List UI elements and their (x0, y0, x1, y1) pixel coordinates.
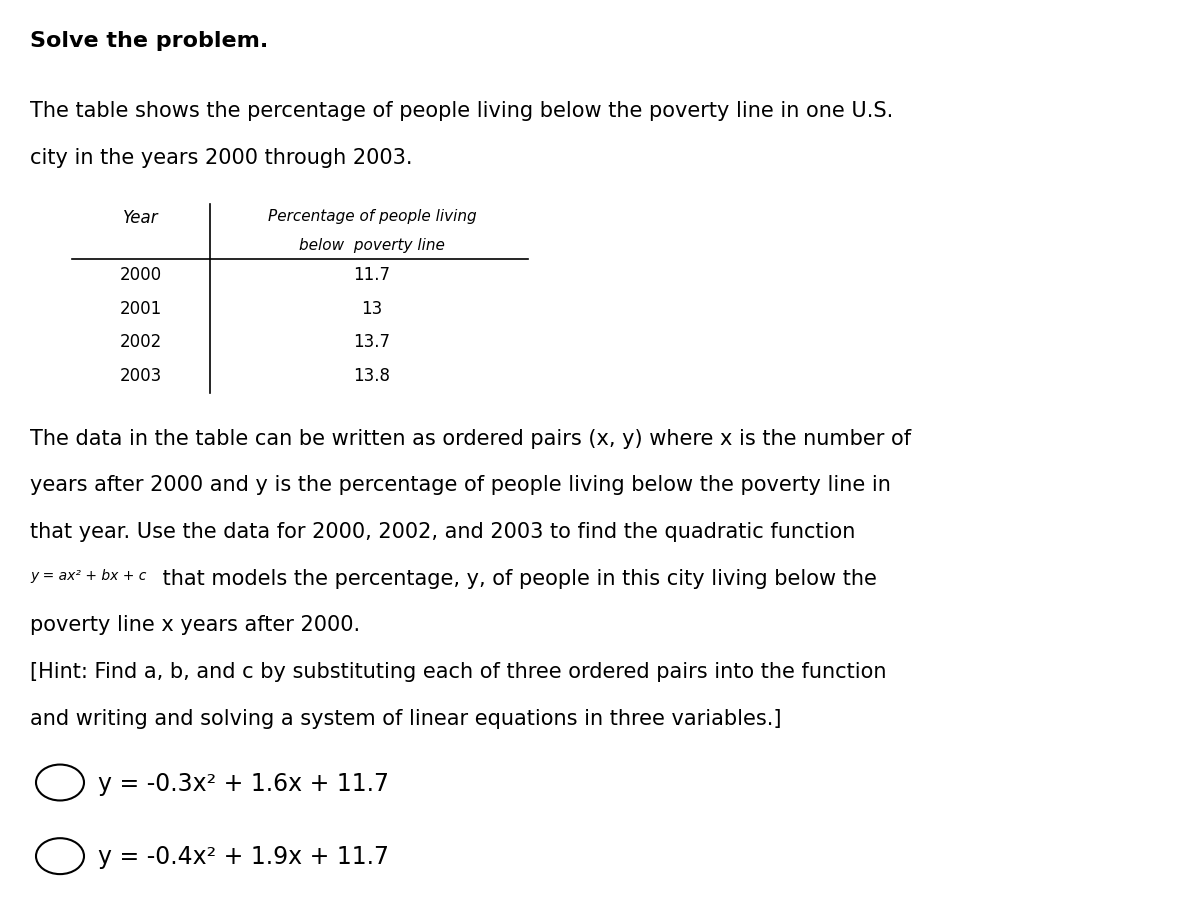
Text: [Hint: Find a, b, and c by substituting each of three ordered pairs into the fun: [Hint: Find a, b, and c by substituting … (30, 662, 887, 682)
Text: 13: 13 (361, 300, 383, 318)
Text: and writing and solving a system of linear equations in three variables.]: and writing and solving a system of line… (30, 709, 781, 728)
Text: 2000: 2000 (120, 266, 162, 284)
Text: 2001: 2001 (120, 300, 162, 318)
Text: 13.8: 13.8 (354, 367, 390, 385)
Text: poverty line x years after 2000.: poverty line x years after 2000. (30, 615, 360, 635)
Text: y = -0.3x² + 1.6x + 11.7: y = -0.3x² + 1.6x + 11.7 (98, 771, 389, 796)
Text: 2003: 2003 (120, 367, 162, 385)
Text: The table shows the percentage of people living below the poverty line in one U.: The table shows the percentage of people… (30, 101, 893, 121)
Text: below  poverty line: below poverty line (299, 238, 445, 253)
Text: that year. Use the data for 2000, 2002, and 2003 to find the quadratic function: that year. Use the data for 2000, 2002, … (30, 522, 856, 541)
Text: 2002: 2002 (120, 333, 162, 351)
Text: that models the percentage, y, of people in this city living below the: that models the percentage, y, of people… (156, 568, 877, 588)
Text: city in the years 2000 through 2003.: city in the years 2000 through 2003. (30, 148, 413, 168)
Text: 13.7: 13.7 (354, 333, 390, 351)
Text: Percentage of people living: Percentage of people living (268, 209, 476, 224)
Text: years after 2000 and y is the percentage of people living below the poverty line: years after 2000 and y is the percentage… (30, 475, 890, 495)
Text: y = -0.4x² + 1.9x + 11.7: y = -0.4x² + 1.9x + 11.7 (98, 845, 389, 869)
Text: y = ax² + bx + c: y = ax² + bx + c (30, 568, 146, 583)
Text: Year: Year (124, 209, 158, 227)
Text: Solve the problem.: Solve the problem. (30, 31, 269, 51)
Text: The data in the table can be written as ordered pairs (x, y) where x is the numb: The data in the table can be written as … (30, 428, 911, 448)
Text: 11.7: 11.7 (354, 266, 390, 284)
